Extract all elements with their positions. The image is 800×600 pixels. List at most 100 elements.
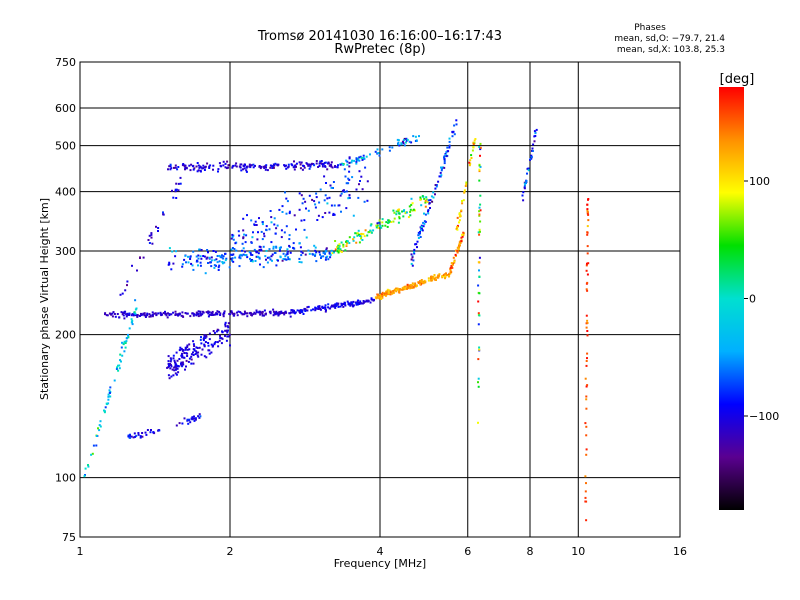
data-point <box>207 349 210 352</box>
data-point <box>458 221 460 224</box>
data-point <box>334 306 337 309</box>
data-point <box>269 210 272 212</box>
data-point <box>246 165 249 168</box>
data-point <box>272 163 275 166</box>
data-point <box>404 287 407 290</box>
data-point <box>216 310 219 313</box>
data-point <box>144 431 147 434</box>
data-point <box>212 313 215 316</box>
data-point <box>358 302 361 304</box>
data-point <box>232 238 235 241</box>
data-point <box>324 212 327 214</box>
data-point <box>404 141 407 144</box>
data-point <box>340 302 343 305</box>
data-point <box>323 175 326 178</box>
data-point <box>315 160 318 162</box>
data-point <box>403 137 406 140</box>
data-point <box>308 163 311 166</box>
data-point <box>222 164 225 167</box>
data-point <box>585 314 588 317</box>
data-point <box>258 248 261 251</box>
data-point <box>340 192 343 195</box>
data-point <box>285 212 288 215</box>
data-point <box>258 217 260 220</box>
data-point <box>330 204 333 207</box>
data-point <box>127 434 130 437</box>
data-point <box>278 249 281 252</box>
data-point <box>477 284 480 287</box>
data-point <box>450 262 453 265</box>
data-point <box>136 269 138 272</box>
data-point <box>451 130 454 133</box>
data-point <box>389 293 392 296</box>
data-point <box>158 429 161 432</box>
data-point <box>443 155 446 158</box>
data-point <box>180 362 182 365</box>
data-point <box>585 364 588 367</box>
data-point <box>350 161 353 164</box>
data-point <box>234 242 237 245</box>
data-point <box>224 325 227 328</box>
data-point <box>215 330 218 333</box>
data-point <box>342 303 345 305</box>
data-point <box>462 199 465 202</box>
data-point <box>202 311 205 314</box>
data-point <box>87 465 90 468</box>
data-point <box>170 313 173 316</box>
data-point <box>534 135 537 137</box>
data-point <box>173 366 176 369</box>
data-point <box>395 290 398 293</box>
data-point <box>586 233 589 236</box>
data-point <box>250 314 253 316</box>
data-point <box>197 264 199 267</box>
data-point <box>325 248 328 251</box>
data-point <box>435 279 437 281</box>
data-point <box>199 264 202 267</box>
data-point <box>169 367 172 370</box>
data-point <box>298 257 301 260</box>
data-point <box>478 314 481 317</box>
data-point <box>252 163 255 166</box>
data-point <box>375 226 378 229</box>
data-point <box>459 213 462 216</box>
data-point <box>392 209 395 212</box>
data-point <box>265 225 268 228</box>
data-point <box>222 313 225 316</box>
data-point <box>168 261 171 264</box>
data-point <box>434 276 437 279</box>
data-point <box>197 164 200 167</box>
data-point <box>139 436 142 439</box>
data-point <box>402 139 405 142</box>
data-point <box>410 253 413 256</box>
data-point <box>213 266 216 269</box>
data-point <box>260 165 263 168</box>
data-point <box>212 164 215 167</box>
data-point <box>269 164 272 167</box>
data-point <box>349 304 352 307</box>
data-point <box>208 332 211 335</box>
data-point <box>210 351 213 354</box>
data-point <box>174 362 177 365</box>
data-point <box>270 216 273 219</box>
data-point <box>168 247 171 250</box>
data-point <box>585 326 588 329</box>
data-point <box>127 336 130 339</box>
data-point <box>167 168 169 171</box>
data-point <box>338 243 341 246</box>
data-point <box>299 312 302 314</box>
data-point <box>235 165 238 168</box>
data-point <box>401 210 404 213</box>
data-point <box>478 233 481 236</box>
data-point <box>447 150 450 153</box>
data-point <box>428 202 431 204</box>
data-point <box>126 312 129 315</box>
data-point <box>419 196 422 199</box>
data-point <box>348 242 351 244</box>
data-point <box>139 256 141 259</box>
data-point <box>170 167 173 170</box>
data-point <box>287 165 290 168</box>
data-point <box>140 312 142 315</box>
data-point <box>118 316 121 319</box>
data-point <box>359 180 361 182</box>
y-tick-label: 75 <box>62 531 76 544</box>
